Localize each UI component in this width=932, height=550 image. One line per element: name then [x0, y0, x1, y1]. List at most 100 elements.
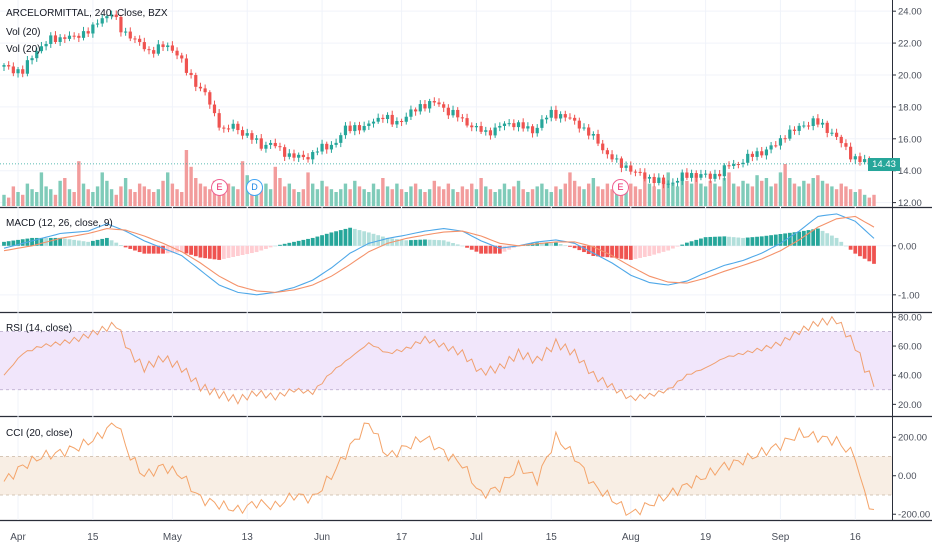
volume-bar — [441, 189, 446, 206]
volume-bar — [839, 183, 843, 206]
volume-bar — [423, 192, 427, 206]
candle-body — [657, 177, 661, 184]
macd-histogram-bar — [58, 237, 63, 246]
candle-body — [114, 14, 118, 18]
volume-bar — [301, 189, 306, 206]
x-tick-label: 16 — [850, 532, 862, 543]
macd-histogram-bar — [310, 237, 315, 246]
volume-bar — [666, 172, 670, 206]
volume-bar — [601, 189, 605, 206]
candle-body — [601, 143, 605, 151]
macd-histogram-bar — [764, 235, 769, 246]
candle-body — [175, 50, 179, 56]
macd-histogram-bar — [273, 245, 278, 247]
macd-histogram-bar — [76, 240, 81, 246]
volume-bar — [493, 192, 497, 206]
candle-body — [783, 138, 787, 140]
candle-body — [283, 147, 287, 157]
candle-body — [451, 109, 455, 116]
candle-body — [203, 88, 207, 93]
volume-bar — [81, 183, 86, 206]
volume-bar — [409, 186, 413, 206]
candle-body — [820, 122, 825, 125]
macd-histogram-bar — [656, 245, 661, 254]
candle-body — [2, 65, 6, 67]
candle-body — [343, 125, 348, 136]
candle-body — [180, 55, 184, 59]
x-tick-label: 17 — [396, 532, 408, 543]
volume-bar — [315, 189, 320, 206]
candle-body — [273, 142, 277, 147]
volume-bar — [142, 186, 147, 206]
macd-histogram-bar — [619, 245, 624, 259]
macd-histogram-bar — [250, 245, 254, 254]
volume-bar — [180, 192, 184, 206]
volume-bar — [381, 178, 385, 206]
candle-body — [694, 173, 698, 178]
macd-histogram-bar — [217, 245, 222, 260]
x-tick-label: 19 — [700, 532, 712, 543]
candle-body — [535, 127, 539, 134]
candle-body — [124, 31, 128, 33]
volume-bar — [526, 192, 530, 206]
rsi-tick-label: 40.00 — [898, 371, 922, 382]
candle-body — [746, 153, 750, 163]
volume-bar — [778, 172, 783, 206]
candle-body — [736, 163, 740, 165]
volume-bar — [540, 183, 544, 206]
candle-body — [816, 118, 820, 125]
candle-body — [530, 126, 535, 134]
candle-body — [652, 176, 656, 184]
volume-bar — [708, 180, 712, 206]
volume-bar — [339, 189, 343, 206]
candle-body — [156, 44, 160, 54]
candle-body — [414, 109, 418, 112]
volume-bar — [133, 192, 137, 206]
macd-histogram-bar — [844, 245, 848, 247]
macd-histogram-bar — [189, 245, 193, 255]
macd-histogram-bar — [652, 245, 657, 255]
candle-body — [381, 117, 385, 120]
candle-body — [133, 38, 137, 40]
cci-band — [0, 456, 892, 495]
macd-histogram-bar — [839, 241, 844, 246]
candle-body — [802, 125, 806, 127]
candle-body — [722, 165, 726, 177]
macd-histogram-bar — [778, 234, 783, 246]
volume-bar — [502, 183, 507, 206]
volume-bar — [217, 189, 221, 206]
candle-body — [311, 152, 315, 160]
earnings-marker[interactable]: E — [612, 179, 629, 196]
volume-bar — [282, 186, 287, 206]
volume-bar — [643, 178, 647, 206]
candle-body — [792, 129, 797, 131]
candle-body — [638, 171, 642, 173]
price-tick-label: 12.00 — [898, 198, 922, 209]
volume-bar — [95, 186, 100, 206]
volume-bar — [699, 183, 703, 206]
volume-bar — [671, 183, 675, 206]
macd-histogram-bar — [755, 236, 759, 246]
macd-histogram-bar — [62, 238, 67, 246]
volume-bar — [703, 186, 708, 206]
volume-bar — [792, 183, 797, 206]
earnings-marker[interactable]: E — [211, 179, 228, 196]
macd-histogram-bar — [423, 239, 427, 246]
candle-body — [479, 126, 483, 132]
volume-bar — [746, 183, 750, 206]
candle-body — [390, 114, 394, 125]
volume-bar — [834, 189, 839, 206]
macd-histogram-bar — [142, 245, 147, 254]
volume-bar — [675, 186, 680, 206]
volume-bar — [53, 194, 58, 206]
dividend-marker[interactable]: D — [246, 179, 263, 196]
macd-histogram-bar — [867, 245, 872, 262]
candle-body — [732, 163, 736, 166]
volume-bar — [203, 186, 207, 206]
candle-body — [689, 173, 694, 178]
macd-histogram-bar — [862, 245, 867, 259]
candle-body — [559, 114, 563, 119]
volume-bar — [353, 180, 357, 206]
candle-body — [376, 117, 380, 122]
